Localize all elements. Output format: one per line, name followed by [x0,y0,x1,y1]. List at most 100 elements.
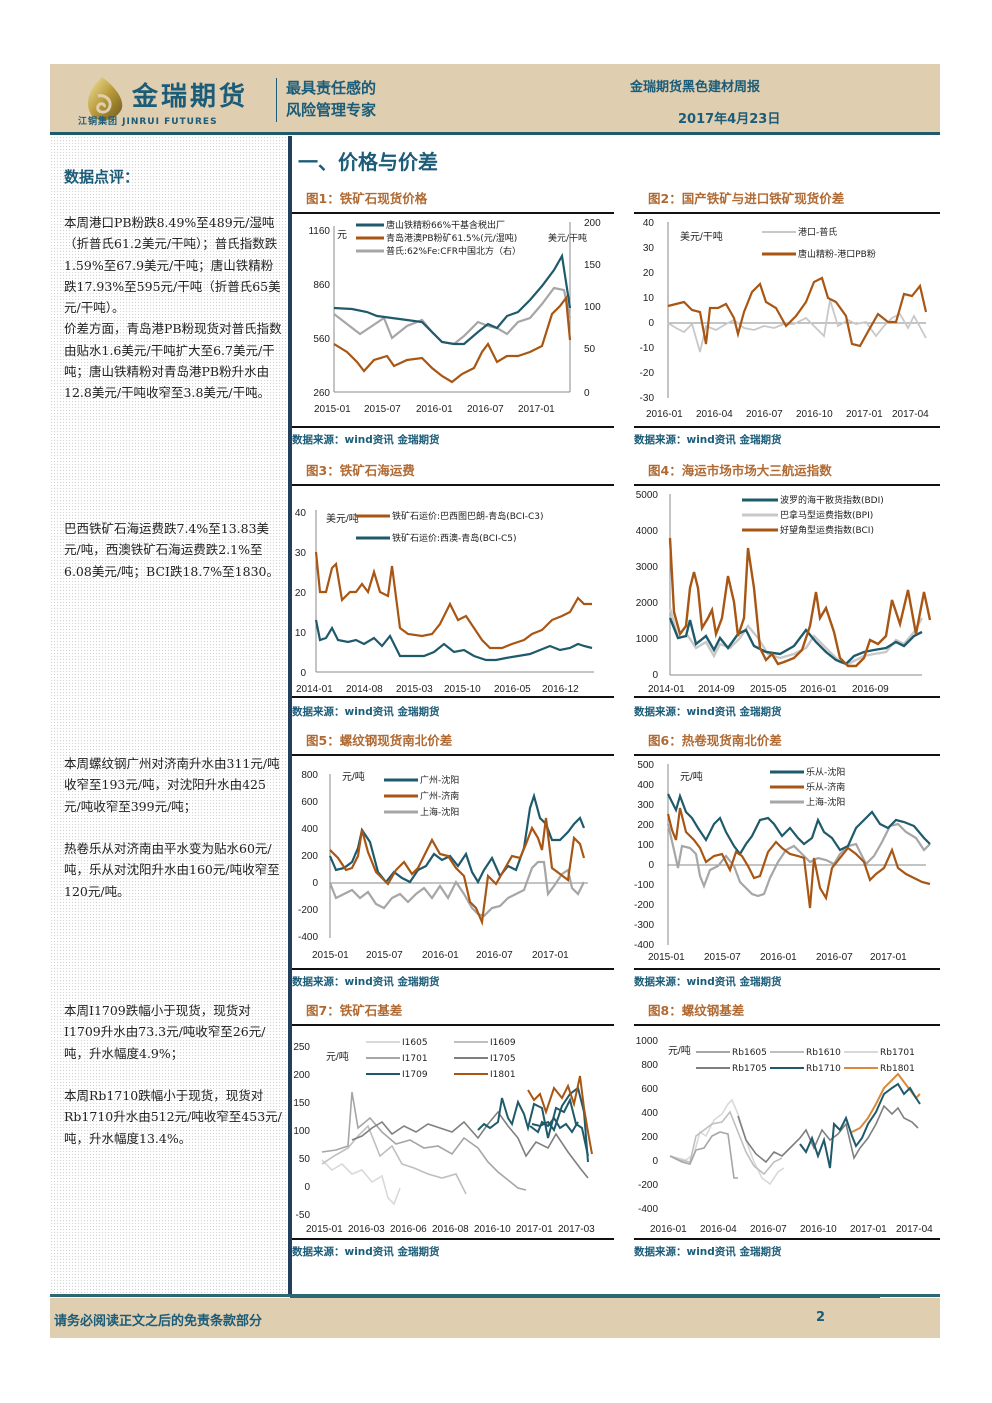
section-title: 一、价格与价差 [298,150,438,174]
svg-text:2017-01: 2017-01 [516,1224,553,1235]
chart-fig3: 40 30 20 10 0 2014-01 2014-08 2015-03 20… [295,508,594,695]
disclaimer-text: 请务必阅读正文之后的免责条款部分 [54,1314,263,1329]
svg-text:2016-01: 2016-01 [800,684,837,695]
svg-text:上海-沈阳: 上海-沈阳 [420,806,459,818]
svg-text:150: 150 [584,260,601,271]
svg-text:铁矿石运价:巴西图巴朗-青岛(BCI-C3): 铁矿石运价:巴西图巴朗-青岛(BCI-C3) [392,510,544,522]
svg-text:3000: 3000 [636,562,659,573]
chart-fig2: 40 30 20 10 0 -10 -20 -30 2016-01 2016-0… [640,218,930,420]
data-source: 数据来源：wind资讯 金瑞期货 [634,976,782,988]
svg-text:100: 100 [637,840,654,851]
svg-text:2016-03: 2016-03 [348,1224,385,1235]
svg-text:0: 0 [648,318,654,329]
svg-text:Rb1610: Rb1610 [806,1048,841,1058]
svg-text:40: 40 [643,218,655,229]
data-source: 数据来源：wind资讯 金瑞期货 [634,434,782,446]
svg-text:2016-07: 2016-07 [476,950,513,961]
svg-text:I1605: I1605 [402,1038,428,1048]
svg-text:2015-07: 2015-07 [704,952,741,963]
svg-text:2016-01: 2016-01 [422,950,459,961]
figure-bottom-rule [634,696,940,698]
brand-subtitle: 江铜集团 JINRUI FUTURES [78,117,218,127]
figure-bottom-rule [292,968,614,970]
figure-top-rule [634,1024,940,1026]
commentary-iron-ore-price: 本周港口PB粉跌8.49%至489元/湿吨（折普氏61.2美元/干吨）；普氏指数… [64,215,282,401]
svg-text:2015-10: 2015-10 [444,684,481,695]
svg-text:乐从-沈阳: 乐从-沈阳 [806,766,845,778]
slogan-line-1: 最具责任感的 [286,79,377,97]
commentary-freight: 巴西铁矿石海运费跌7.4%至13.83美元/吨，西澳铁矿石海运费跌2.1%至6.… [64,521,279,579]
svg-text:0: 0 [648,860,654,871]
sidebar-title: 数据点评： [64,168,140,186]
chart-fig7: 250 200 150 100 50 0 -50 2015-01 2016-03… [293,1038,595,1235]
svg-text:800: 800 [301,770,318,781]
svg-text:-100: -100 [634,880,654,891]
svg-text:-200: -200 [298,905,318,916]
slogan-line-2: 风险管理专家 [286,101,377,119]
svg-text:2016-08: 2016-08 [432,1224,469,1235]
svg-text:2016-10: 2016-10 [796,409,833,420]
sidebar-border [288,136,292,1296]
figure-top-rule [292,484,614,486]
svg-text:260: 260 [313,388,330,399]
svg-text:2015-03: 2015-03 [396,684,433,695]
svg-text:2015-01: 2015-01 [306,1224,343,1235]
svg-text:0: 0 [312,878,318,889]
figure-bottom-rule [292,696,614,698]
svg-text:青岛港澳PB粉矿61.5%(元/湿吨): 青岛港澳PB粉矿61.5%(元/湿吨) [386,232,517,244]
svg-text:200: 200 [584,218,601,229]
svg-text:200: 200 [641,1132,658,1143]
data-source: 数据来源：wind资讯 金瑞期货 [292,706,440,718]
svg-text:唐山精粉-港口PB粉: 唐山精粉-港口PB粉 [798,248,876,260]
svg-text:560: 560 [313,334,330,345]
svg-text:200: 200 [637,820,654,831]
commentary-sidebar: 数据点评： 本周港口PB粉跌8.49%至489元/湿吨（折普氏61.2美元/干吨… [50,136,288,1294]
svg-text:400: 400 [301,824,318,835]
svg-text:Rb1705: Rb1705 [732,1064,767,1074]
chart-fig4: 5000 4000 3000 2000 1000 0 2014-01 2014-… [636,490,932,695]
svg-text:2015-07: 2015-07 [366,950,403,961]
svg-text:-50: -50 [296,1210,311,1221]
footer-rule-accent [290,1294,880,1298]
svg-text:广州-沈阳: 广州-沈阳 [420,774,459,786]
figure-6-hrc-spot-spread: 图6：热卷现货南北价差 500 400 300 200 100 0 -100 -… [634,730,940,992]
svg-text:2016-04: 2016-04 [696,409,733,420]
chart-fig6: 500 400 300 200 100 0 -100 -200 -300 -40… [634,760,931,963]
svg-text:800: 800 [641,1060,658,1071]
figure-top-rule [634,754,940,756]
brand-name: 金瑞期货 [132,82,249,112]
svg-text:0: 0 [652,670,658,681]
svg-text:0: 0 [652,1156,658,1167]
svg-text:4000: 4000 [636,526,659,537]
svg-text:2017-04: 2017-04 [892,409,929,420]
svg-text:I1701: I1701 [402,1054,428,1064]
figure-title: 图2：国产铁矿与进口铁矿现货价差 [648,191,845,206]
data-source: 数据来源：wind资讯 金瑞期货 [292,434,440,446]
svg-text:元/吨: 元/吨 [668,1044,691,1057]
svg-text:10: 10 [643,293,655,304]
svg-text:10: 10 [295,628,307,639]
figure-title: 图5：螺纹钢现货南北价差 [306,733,453,748]
svg-text:铁矿石运价:西澳-青岛(BCI-C5): 铁矿石运价:西澳-青岛(BCI-C5) [392,532,517,544]
chart-fig1: 1160 860 560 260 200 150 100 50 0 2015-0… [308,218,601,415]
svg-text:美元/吨: 美元/吨 [326,512,359,525]
slogan: 最具责任感的 风险管理专家 [286,77,376,121]
figure-3-iron-ore-freight: 图3：铁矿石海运费 40 30 20 10 0 2014-01 2014-08 … [292,460,614,720]
svg-text:I1709: I1709 [402,1070,428,1080]
svg-text:50: 50 [299,1154,311,1165]
figure-bottom-rule [634,1238,940,1240]
svg-text:I1609: I1609 [490,1038,516,1048]
chart-fig8: 1000 800 600 400 200 0 -200 -400 2016-01… [636,1036,933,1235]
svg-text:600: 600 [641,1084,658,1095]
svg-text:2017-01: 2017-01 [532,950,569,961]
svg-text:Rb1801: Rb1801 [880,1064,915,1074]
svg-text:50: 50 [584,344,596,355]
svg-text:-300: -300 [634,920,654,931]
svg-text:2016-10: 2016-10 [474,1224,511,1235]
svg-text:波罗的海干散货指数(BDI): 波罗的海干散货指数(BDI) [780,494,884,506]
svg-text:美元/干吨: 美元/干吨 [680,230,723,243]
svg-text:2016-07: 2016-07 [816,952,853,963]
svg-text:2016-06: 2016-06 [390,1224,427,1235]
svg-text:唐山铁精粉66%干基含税出厂: 唐山铁精粉66%干基含税出厂 [386,219,505,231]
figure-top-rule [634,484,940,486]
